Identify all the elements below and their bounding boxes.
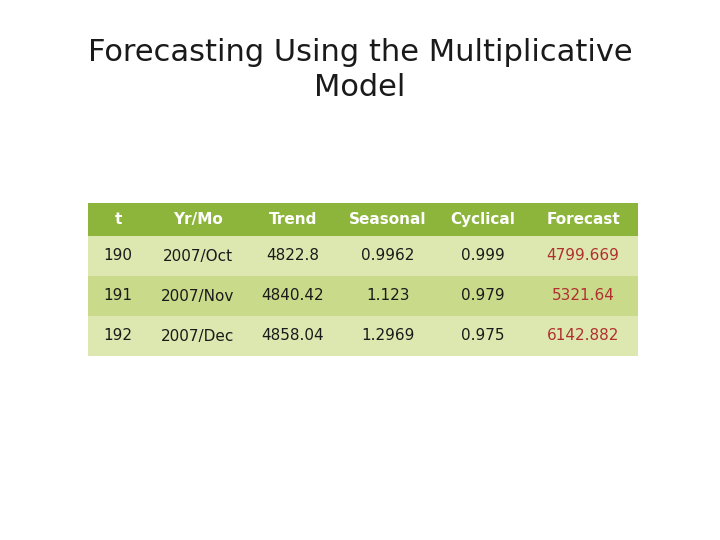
Text: 4840.42: 4840.42 bbox=[261, 288, 324, 303]
Text: Seasonal: Seasonal bbox=[349, 212, 427, 227]
Text: 4822.8: 4822.8 bbox=[266, 248, 320, 264]
Text: Forecasting Using the Multiplicative
Model: Forecasting Using the Multiplicative Mod… bbox=[88, 38, 632, 102]
Text: 192: 192 bbox=[104, 328, 132, 343]
Text: Yr/Mo: Yr/Mo bbox=[173, 212, 223, 227]
Text: 191: 191 bbox=[104, 288, 132, 303]
Text: 2007/Dec: 2007/Dec bbox=[161, 328, 235, 343]
Text: 5321.64: 5321.64 bbox=[552, 288, 614, 303]
Text: 6142.882: 6142.882 bbox=[546, 328, 619, 343]
Text: 190: 190 bbox=[104, 248, 132, 264]
Text: 2007/Nov: 2007/Nov bbox=[161, 288, 235, 303]
Text: 2007/Oct: 2007/Oct bbox=[163, 248, 233, 264]
Text: t: t bbox=[114, 212, 122, 227]
Text: 1.2969: 1.2969 bbox=[361, 328, 415, 343]
Text: Forecast: Forecast bbox=[546, 212, 620, 227]
Text: 4799.669: 4799.669 bbox=[546, 248, 619, 264]
Text: 0.975: 0.975 bbox=[462, 328, 505, 343]
Text: 0.979: 0.979 bbox=[462, 288, 505, 303]
Text: 0.9962: 0.9962 bbox=[361, 248, 415, 264]
Text: 4858.04: 4858.04 bbox=[261, 328, 324, 343]
Text: 0.999: 0.999 bbox=[461, 248, 505, 264]
Text: Trend: Trend bbox=[269, 212, 318, 227]
Text: 1.123: 1.123 bbox=[366, 288, 410, 303]
Text: Cyclical: Cyclical bbox=[451, 212, 516, 227]
